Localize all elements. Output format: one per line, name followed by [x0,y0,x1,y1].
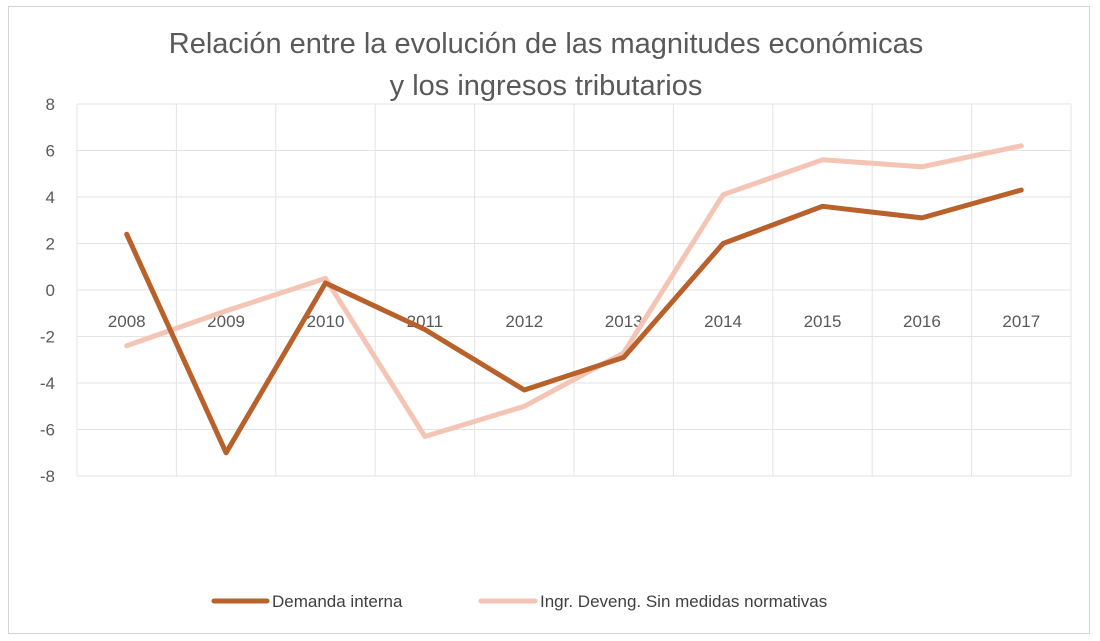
x-tick-label: 2016 [903,312,941,331]
y-tick-label: 8 [46,95,55,114]
x-tick-label: 2012 [505,312,543,331]
chart-title-line-2: y los ingresos tributarios [390,70,703,102]
series-line-2 [124,143,1024,439]
y-tick-label: -8 [40,467,55,486]
y-tick-label: -6 [40,421,55,440]
y-tick-label: -4 [40,374,55,393]
x-tick-label: 2013 [605,312,643,331]
series-lines [124,143,1024,456]
y-tick-label: 4 [46,188,55,207]
x-tick-label: 2015 [804,312,842,331]
legend-label-1: Demanda interna [272,592,403,611]
x-tick-label: 2017 [1002,312,1040,331]
y-tick-label: -2 [40,328,55,347]
y-tick-label: 0 [46,281,55,300]
chart-title: Relación entre la evolución de las magni… [169,28,923,102]
chart-frame: Relación entre la evolución de las magni… [8,6,1090,634]
gridlines [76,103,1072,477]
y-tick-label: 6 [46,142,55,161]
x-tick-label: 2008 [108,312,146,331]
x-tick-label: 2014 [704,312,742,331]
y-tick-label: 2 [46,235,55,254]
chart-title-line-1: Relación entre la evolución de las magni… [169,28,923,60]
legend: Demanda interna Ingr. Deveng. Sin medidas… [211,592,827,611]
line-chart: Relación entre la evolución de las magni… [40,28,1072,611]
legend-label-2: Ingr. Deveng. Sin medidas normativas [540,592,827,611]
x-tick-label: 2010 [307,312,345,331]
series-line-1 [124,187,1024,456]
y-axis-ticks: 8 6 4 2 0 -2 -4 -6 -8 [40,95,55,486]
